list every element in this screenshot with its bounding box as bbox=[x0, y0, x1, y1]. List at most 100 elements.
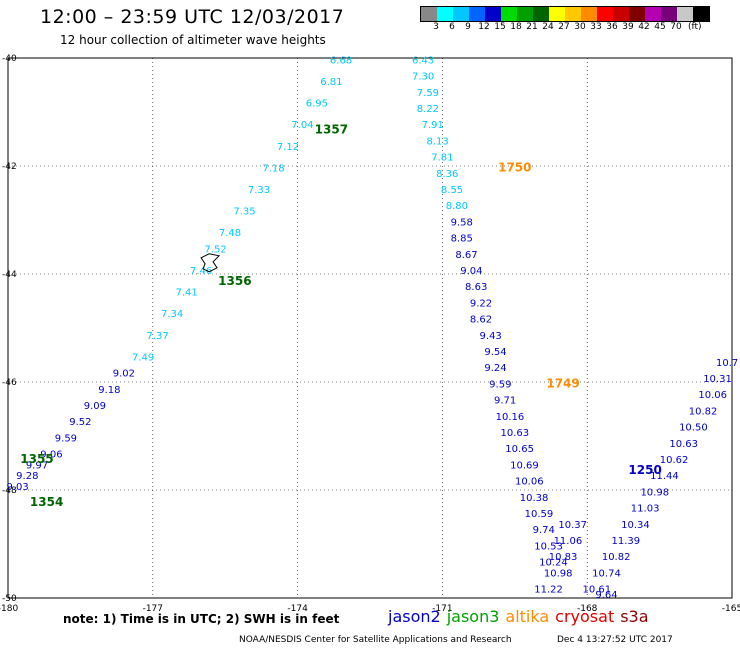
y-tick-label: -50 bbox=[2, 594, 17, 604]
wave-height-label: 10.63 bbox=[669, 439, 698, 450]
wave-height-label: 9.03 bbox=[7, 482, 29, 493]
wave-height-label: 10.16 bbox=[496, 412, 525, 423]
time-label: 1354 bbox=[30, 495, 63, 509]
wave-height-label: 7.34 bbox=[161, 309, 183, 320]
wave-height-label: 7.48 bbox=[219, 228, 241, 239]
wave-height-label: 11.06 bbox=[554, 536, 583, 547]
colorbar-swatch-13 bbox=[629, 7, 645, 21]
wave-height-label: 10.82 bbox=[689, 406, 718, 417]
wave-height-label: 9.18 bbox=[98, 385, 120, 396]
wave-height-label: 7.12 bbox=[277, 142, 299, 153]
colorbar-swatch-3 bbox=[469, 7, 485, 21]
wave-height-label: 7.37 bbox=[146, 331, 168, 342]
chart-title: 12:00 – 23:59 UTC 12/03/2017 bbox=[40, 6, 345, 28]
wave-height-label: 8.55 bbox=[441, 185, 463, 196]
colorbar-label: 27 bbox=[558, 22, 570, 32]
wave-height-label: 10.63 bbox=[500, 428, 529, 439]
wave-height-label: 7.41 bbox=[175, 288, 197, 299]
colorbar-swatch-15 bbox=[661, 7, 677, 21]
wave-height-label: 8.63 bbox=[465, 282, 487, 293]
wave-height-label: 7.49 bbox=[132, 352, 154, 363]
colorbar-swatch-0 bbox=[421, 7, 437, 21]
colorbar-label: 3 bbox=[433, 22, 439, 32]
time-label: 1750 bbox=[498, 160, 531, 174]
colorbar-label: 39 bbox=[622, 22, 634, 32]
colorbar-swatch-14 bbox=[645, 7, 661, 21]
colorbar-label: 33 bbox=[590, 22, 602, 32]
wave-height-label: 9.52 bbox=[69, 417, 91, 428]
x-tick-label: -177 bbox=[143, 604, 163, 614]
footer-credit: NOAA/NESDIS Center for Satellite Applica… bbox=[239, 635, 512, 645]
wave-height-label: 8.13 bbox=[426, 136, 448, 147]
colorbar-label: 6 bbox=[449, 22, 455, 32]
wave-height-label: 9.24 bbox=[484, 363, 506, 374]
wave-height-label: 10.98 bbox=[640, 487, 669, 498]
wave-height-label: 7.52 bbox=[204, 244, 226, 255]
wave-height-label: 10.34 bbox=[621, 520, 650, 531]
x-tick-label: -174 bbox=[287, 604, 308, 614]
legend-entry-cryosat: cryosat bbox=[555, 607, 615, 626]
wave-height-label: 9.54 bbox=[484, 347, 506, 358]
wave-height-label: 8.85 bbox=[451, 234, 473, 245]
colorbar-label: 24 bbox=[542, 22, 554, 32]
wave-height-label: 10.83 bbox=[549, 552, 578, 563]
colorbar-label: 36 bbox=[606, 22, 618, 32]
wave-height-label: 9.59 bbox=[489, 379, 511, 390]
colorbar-swatch-12 bbox=[613, 7, 629, 21]
colorbar-label: 9 bbox=[465, 22, 471, 32]
wave-height-label: 6.68 bbox=[330, 55, 352, 66]
time-label: 1356 bbox=[218, 274, 251, 288]
wave-height-label: 10.82 bbox=[602, 552, 631, 563]
wave-height-label: 9.97 bbox=[26, 460, 48, 471]
colorbar-label: 18 bbox=[510, 22, 522, 32]
colorbar-swatch-17 bbox=[693, 7, 709, 21]
plot-frame bbox=[7, 57, 733, 599]
colorbar-label: 12 bbox=[478, 22, 490, 32]
wave-height-label: 10.69 bbox=[510, 460, 539, 471]
wave-height-label: 6.95 bbox=[306, 99, 328, 110]
x-tick-label: -165 bbox=[722, 604, 740, 614]
wave-height-label: 11.22 bbox=[534, 585, 563, 596]
y-tick-label: -44 bbox=[2, 270, 17, 280]
wave-height-label: 7.04 bbox=[291, 120, 313, 131]
x-tick-label: -168 bbox=[577, 604, 598, 614]
colorbar-swatch-1 bbox=[437, 7, 453, 21]
wave-height-label: 8.36 bbox=[436, 169, 458, 180]
wave-height-label: 10.24 bbox=[539, 558, 568, 569]
chart-subtitle: 12 hour collection of altimeter wave hei… bbox=[60, 33, 326, 47]
wave-height-label: 6.81 bbox=[320, 77, 342, 88]
wave-height-label: 7.81 bbox=[431, 153, 453, 164]
wave-height-label: 10.53 bbox=[534, 541, 563, 552]
wave-height-label: 10.62 bbox=[660, 455, 689, 466]
colorbar-swatch-10 bbox=[581, 7, 597, 21]
y-tick-label: -40 bbox=[2, 54, 17, 64]
y-tick-label: -48 bbox=[2, 486, 17, 496]
wave-height-label: 10.59 bbox=[525, 509, 554, 520]
colorbar-label: 21 bbox=[526, 22, 538, 32]
footnote: note: 1) Time is in UTC; 2) SWH is in fe… bbox=[63, 612, 340, 626]
colorbar-swatch-8 bbox=[549, 7, 565, 21]
time-label: 1357 bbox=[315, 123, 348, 137]
legend-entry-altika: altika bbox=[505, 607, 550, 626]
wave-height-label: 7.46 bbox=[190, 266, 212, 277]
colorbar-swatch-4 bbox=[485, 7, 501, 21]
wave-height-label: 6.43 bbox=[412, 55, 434, 66]
wave-height-label: 10.31 bbox=[703, 374, 732, 385]
colorbar-swatch-5 bbox=[501, 7, 517, 21]
wave-height-label: 10.06 bbox=[698, 390, 727, 401]
colorbar-label: 45 bbox=[654, 22, 666, 32]
wave-height-label: 7.91 bbox=[422, 120, 444, 131]
wave-height-label: 8.62 bbox=[470, 315, 492, 326]
wave-height-label: 8.67 bbox=[455, 250, 477, 261]
x-tick-label: -171 bbox=[432, 604, 452, 614]
wave-height-label: 11.39 bbox=[611, 536, 640, 547]
colorbar-label: 15 bbox=[494, 22, 506, 32]
colorbar-swatch-9 bbox=[565, 7, 581, 21]
colorbar-swatch-7 bbox=[533, 7, 549, 21]
y-tick-label: -42 bbox=[2, 162, 17, 172]
wave-height-label: 9.74 bbox=[533, 525, 555, 536]
footer-timestamp: Dec 4 13:27:52 UTC 2017 bbox=[557, 635, 673, 645]
wave-height-label: 7.33 bbox=[248, 185, 270, 196]
wave-height-label: 7.30 bbox=[412, 72, 434, 83]
